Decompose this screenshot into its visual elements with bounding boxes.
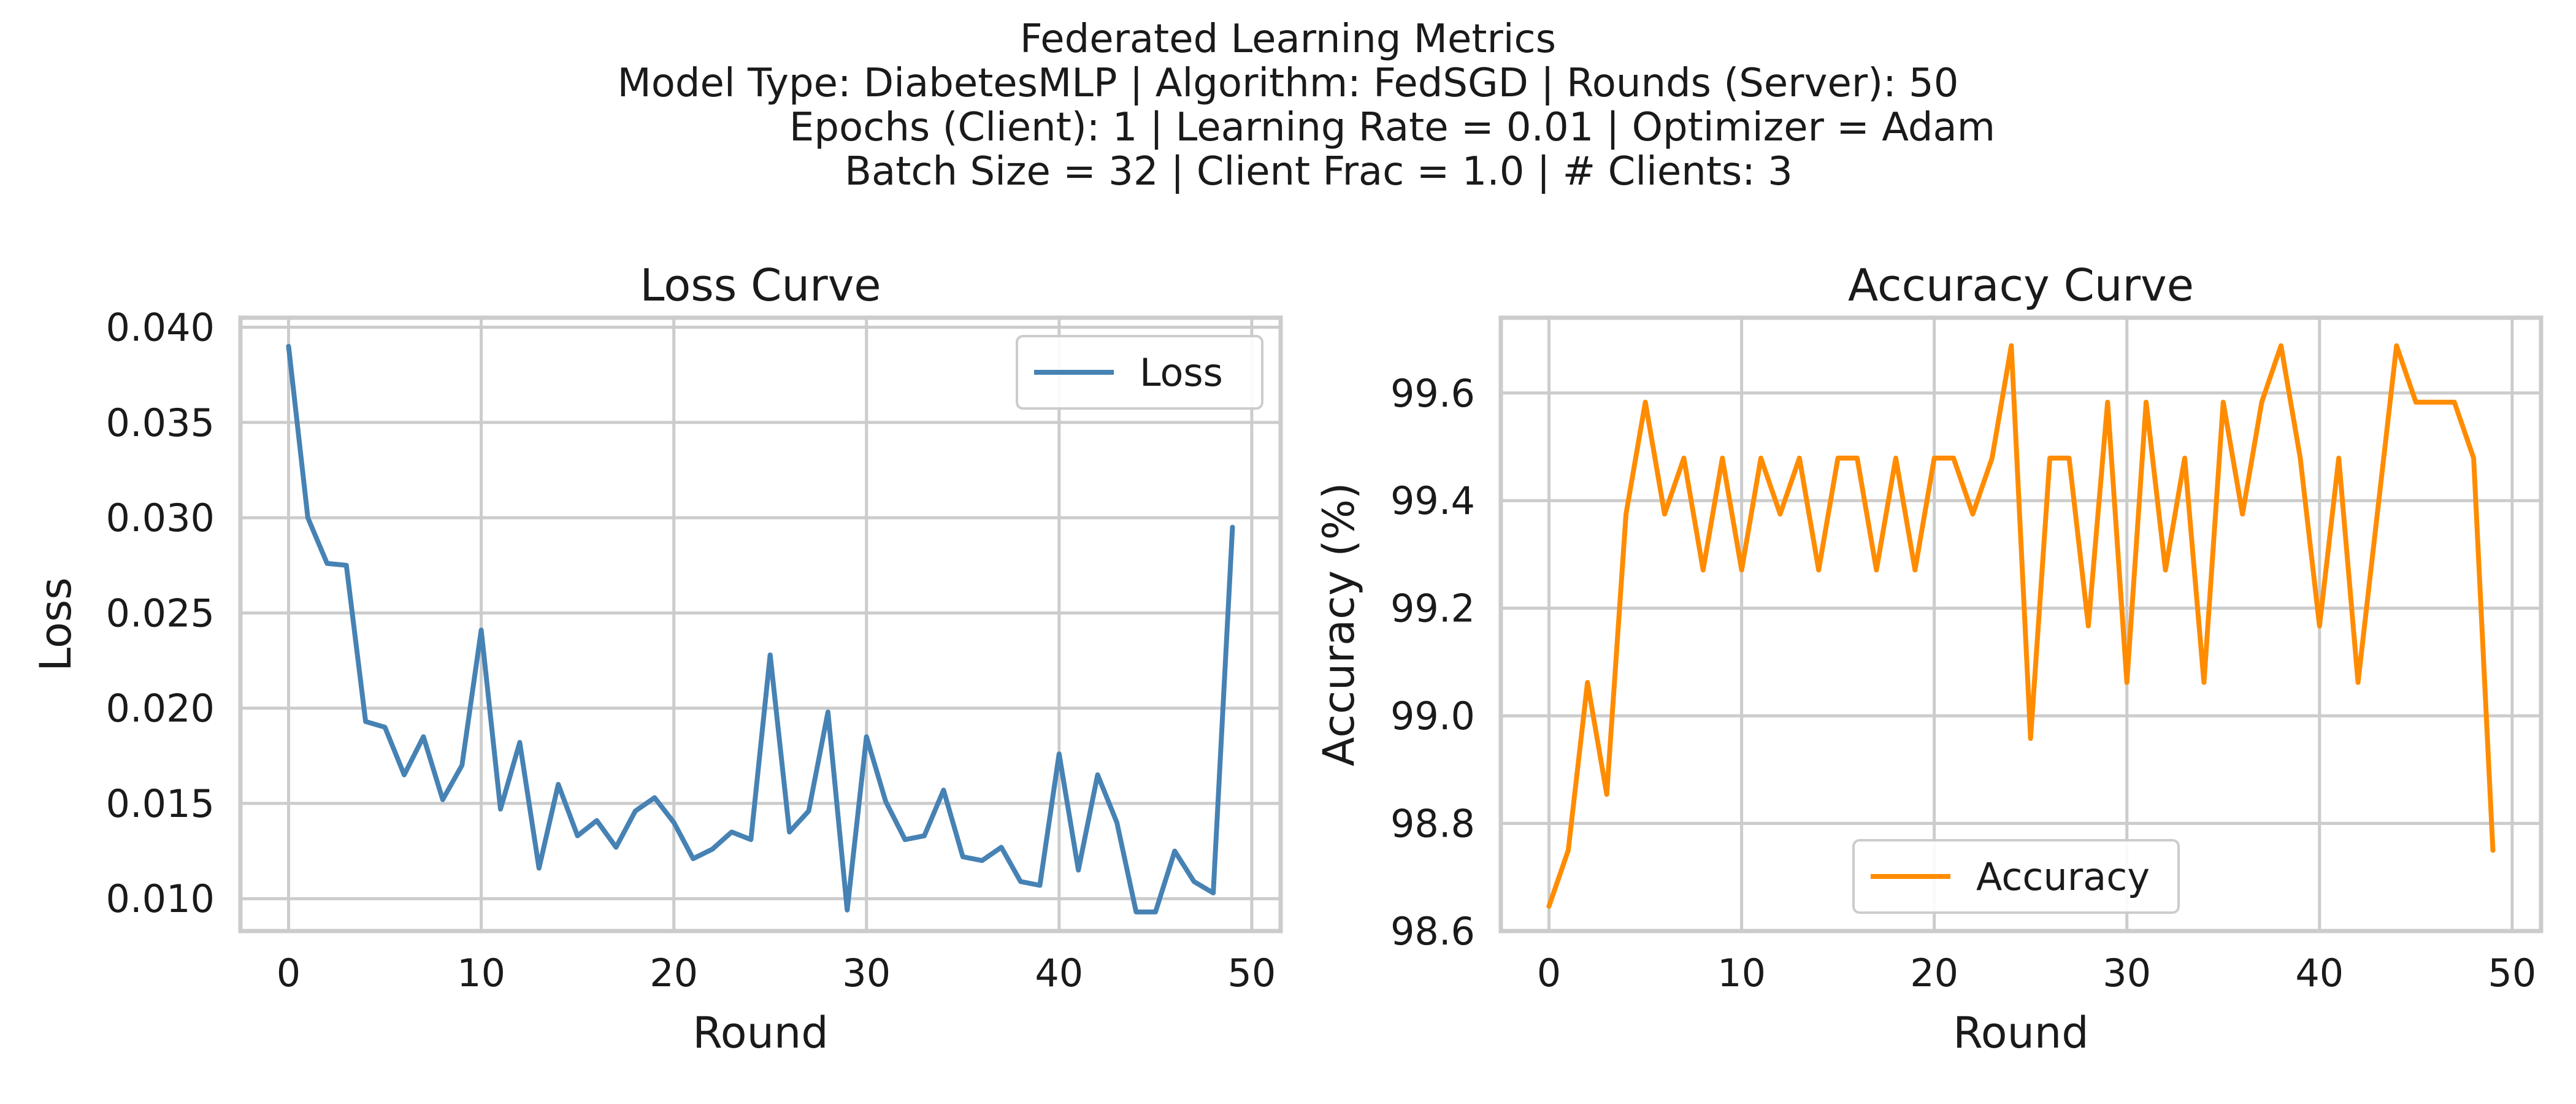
accuracy-y-tick-label: 99.0 — [1390, 694, 1475, 738]
accuracy-data-point — [2221, 401, 2225, 404]
accuracy-data-point — [2356, 681, 2360, 684]
accuracy-data-point — [1663, 512, 1666, 516]
loss-y-tick-label: 0.015 — [106, 781, 215, 826]
loss-y-tick-label: 0.010 — [106, 876, 215, 921]
accuracy-data-point — [1836, 456, 1840, 460]
accuracy-y-tick-label: 98.8 — [1390, 802, 1475, 846]
accuracy-legend — [1852, 839, 2180, 914]
loss-x-tick-label: 10 — [457, 951, 505, 995]
accuracy-data-point — [2491, 848, 2494, 852]
accuracy-data-point — [2087, 624, 2090, 628]
loss-x-axis-label: Round — [692, 1008, 828, 1058]
accuracy-data-point — [1566, 848, 1570, 852]
accuracy-data-point — [1624, 512, 1628, 516]
accuracy-data-point — [2414, 401, 2418, 404]
loss-chart-title: Loss Curve — [640, 259, 881, 311]
accuracy-data-point — [1605, 792, 1609, 796]
accuracy-data-point — [2241, 512, 2244, 516]
loss-y-axis-label: Loss — [31, 577, 81, 672]
loss-x-tick-label: 20 — [650, 951, 698, 995]
loss-legend-label: Loss — [1140, 350, 1223, 395]
accuracy-x-tick-label: 50 — [2488, 951, 2536, 995]
loss-legend — [1016, 335, 1263, 410]
accuracy-data-point — [1971, 512, 1974, 516]
accuracy-data-point — [2260, 401, 2264, 404]
accuracy-series-line — [1546, 343, 2496, 909]
accuracy-data-point — [2279, 344, 2283, 348]
suptitle-line-1: Federated Learning Metrics — [1019, 17, 1557, 62]
loss-plot-area — [240, 318, 1281, 931]
accuracy-x-tick-label: 10 — [1717, 951, 1766, 995]
accuracy-plot-area — [1501, 318, 2541, 931]
loss-axes-frame — [238, 315, 1283, 933]
accuracy-data-point — [2125, 681, 2129, 684]
suptitle-line-4: Batch Size = 32 | Client Frac = 1.0 | # … — [845, 149, 1793, 194]
accuracy-data-point — [2183, 456, 2187, 460]
accuracy-data-point — [2202, 681, 2206, 684]
accuracy-data-point — [1933, 456, 1936, 460]
accuracy-x-tick-label: 30 — [2103, 951, 2151, 995]
accuracy-data-point — [1720, 456, 1724, 460]
accuracy-data-point — [1874, 568, 1878, 572]
accuracy-x-axis-label: Round — [1953, 1008, 2088, 1058]
accuracy-x-tick-label: 40 — [2295, 951, 2344, 995]
accuracy-data-point — [2318, 624, 2321, 628]
accuracy-data-point — [1644, 401, 1647, 404]
accuracy-data-point — [1798, 456, 1801, 460]
accuracy-data-point — [1759, 456, 1763, 460]
accuracy-y-tick-label: 99.4 — [1390, 478, 1475, 523]
accuracy-data-point — [1701, 568, 1705, 572]
accuracy-y-tick-label: 98.6 — [1390, 909, 1475, 954]
loss-series-line — [286, 343, 1235, 914]
accuracy-data-point — [1740, 568, 1744, 572]
loss-x-tick-label: 30 — [842, 951, 891, 995]
accuracy-y-axis-label: Accuracy (%) — [1314, 483, 1364, 767]
accuracy-data-point — [2164, 568, 2168, 572]
accuracy-data-point — [1682, 456, 1685, 460]
accuracy-data-point — [2029, 737, 2033, 740]
accuracy-data-point — [1855, 456, 1859, 460]
loss-y-tick-label: 0.040 — [106, 305, 215, 350]
accuracy-data-point — [1547, 905, 1551, 908]
accuracy-data-point — [2106, 401, 2109, 404]
accuracy-data-point — [2433, 401, 2437, 404]
accuracy-data-point — [1894, 456, 1898, 460]
suptitle-line-2: Model Type: DiabetesMLP | Algorithm: Fed… — [617, 61, 1959, 106]
accuracy-data-point — [2472, 456, 2475, 460]
loss-y-tick-label: 0.020 — [106, 686, 215, 731]
accuracy-data-point — [2375, 512, 2379, 516]
loss-y-tick-label: 0.025 — [106, 591, 215, 635]
loss-x-tick-label: 40 — [1035, 951, 1083, 995]
loss-x-tick-label: 0 — [277, 951, 301, 995]
accuracy-data-point — [1952, 456, 1955, 460]
loss-y-tick-label: 0.030 — [106, 496, 215, 540]
accuracy-data-point — [1585, 681, 1589, 684]
accuracy-y-tick-label: 99.2 — [1390, 586, 1475, 631]
accuracy-data-point — [1817, 568, 1820, 572]
accuracy-data-point — [2337, 456, 2340, 460]
loss-y-tick-label: 0.035 — [106, 401, 215, 445]
accuracy-data-point — [2453, 401, 2456, 404]
accuracy-data-point — [1990, 456, 1994, 460]
accuracy-chart-title: Accuracy Curve — [1848, 259, 2194, 311]
accuracy-data-point — [2144, 401, 2148, 404]
accuracy-axes-frame — [1498, 315, 2543, 933]
accuracy-data-point — [2048, 456, 2052, 460]
accuracy-legend-label: Accuracy — [1976, 854, 2150, 899]
accuracy-x-tick-label: 0 — [1537, 951, 1561, 995]
accuracy-data-point — [2394, 344, 2398, 348]
accuracy-data-point — [2009, 344, 2013, 348]
accuracy-data-point — [2298, 456, 2302, 460]
accuracy-data-point — [2068, 456, 2071, 460]
accuracy-data-point — [1913, 568, 1917, 572]
accuracy-y-tick-label: 99.6 — [1390, 371, 1475, 416]
suptitle-line-3: Epochs (Client): 1 | Learning Rate = 0.0… — [789, 105, 1996, 150]
loss-x-tick-label: 50 — [1227, 951, 1276, 995]
accuracy-data-point — [1778, 512, 1782, 516]
accuracy-x-tick-label: 20 — [1910, 951, 1958, 995]
